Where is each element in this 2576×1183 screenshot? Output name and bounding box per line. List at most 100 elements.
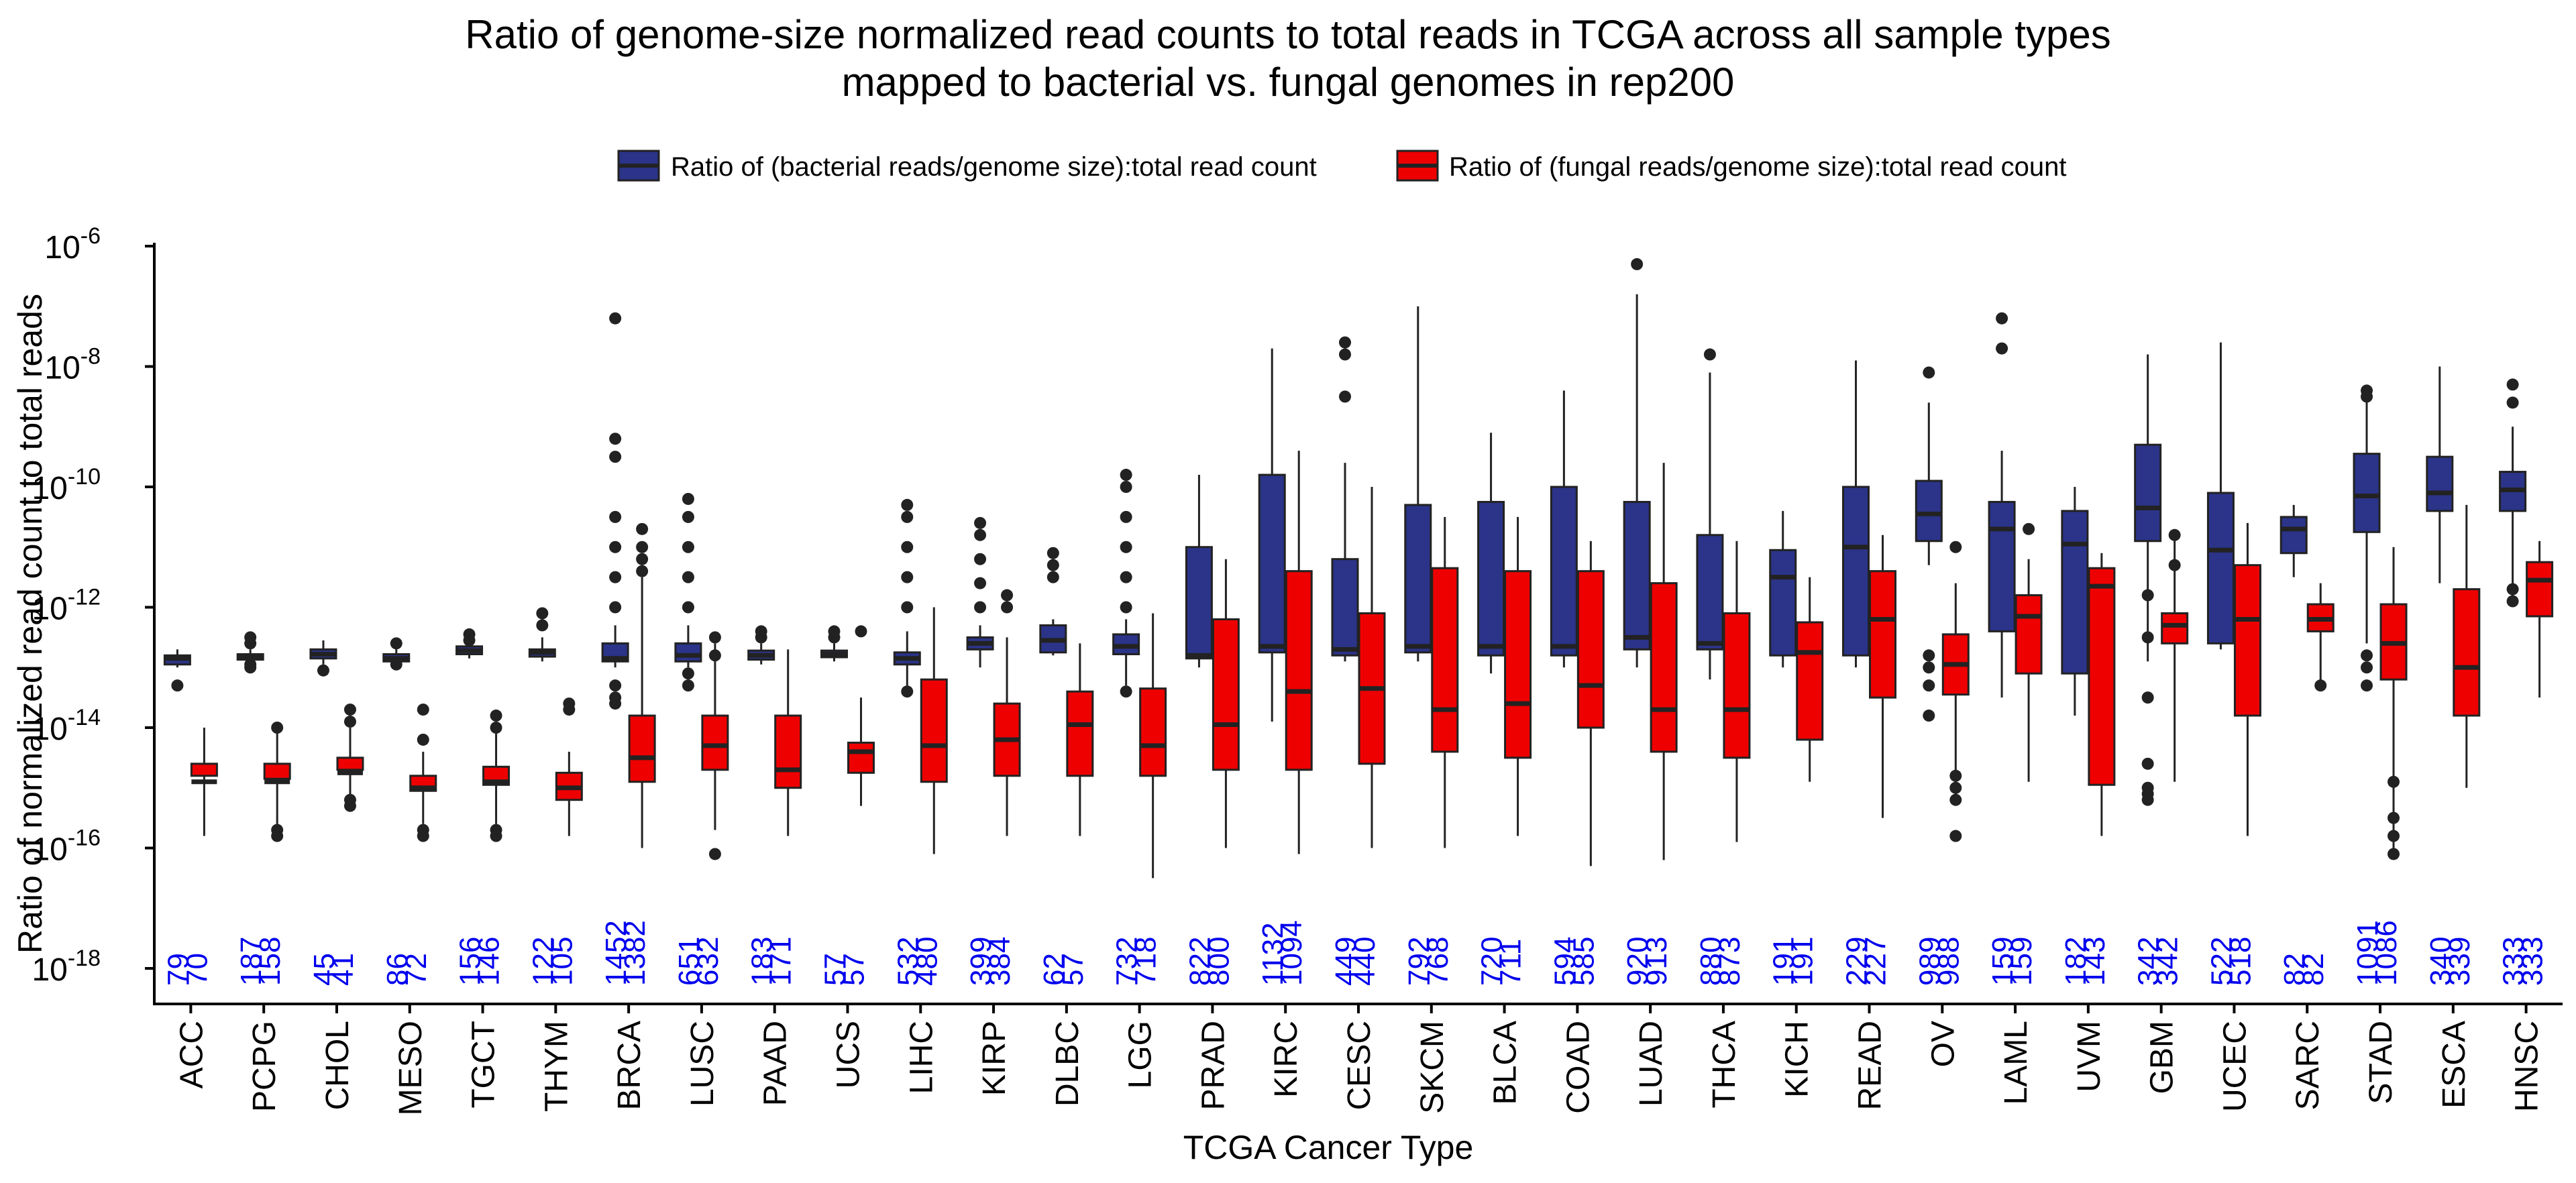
fun-outlier-chol [343,703,356,716]
fun-outlier-tgct [490,830,502,842]
bac-outlier-cesc [1339,390,1351,403]
bac-box-uvm [2061,510,2089,675]
y-tick-label: 10-14 [32,705,101,747]
x-tick-label-kirp: KIRP [977,1021,1012,1096]
bac-outlier-brca [609,571,622,583]
bac-box-ov [1915,480,1943,543]
bac-outlier-pcpg [244,661,257,674]
bac-outlier-stad [2361,649,2373,662]
count-label-fungal: 1382 [619,920,651,986]
bac-box-blca [1477,500,1505,657]
fun-outlier-stad [2387,830,2400,842]
bac-outlier-lusc [682,541,694,553]
fun-outlier-meso [417,703,429,716]
count-label-bacterial: 156 [454,937,487,986]
x-tick-label-meso: MESO [393,1021,429,1115]
count-label-bacterial: 183 [746,937,779,986]
bac-outlier-stad [2361,390,2373,403]
count-label-fungal: 518 [2224,937,2257,986]
x-tick-label-read: READ [1853,1021,1888,1110]
bac-outlier-hnsc [2506,378,2519,391]
x-tick-label-coad: COAD [1560,1021,1596,1114]
fun-box-thca [1723,612,1751,759]
fun-outlier-meso [417,733,429,746]
bac-outlier-ov [1923,710,1935,722]
fun-outlier-ov [1949,769,1962,782]
bac-outlier-brca [609,601,622,614]
count-label-bacterial: 880 [1695,937,1727,986]
fun-outlier-laml [2023,522,2035,535]
count-label-fungal: 480 [910,937,943,986]
bac-outlier-brca [609,433,622,445]
count-label-fungal: 105 [545,937,578,986]
bac-outlier-luad [1631,258,1644,270]
count-label-bacterial: 1091 [2351,920,2384,986]
y-tick-exponent: -10 [68,464,101,490]
fun-outlier-sarc [2314,679,2327,692]
bac-box-cesc [1331,558,1359,657]
fun-outlier-lusc [708,631,721,644]
x-tick-label-hnsc: HNSC [2510,1021,2545,1112]
fun-outlier-ov [1949,541,1962,553]
x-tick-label-prad: PRAD [1195,1021,1231,1110]
bac-box-skcm [1404,504,1432,654]
bac-outlier-tgct [463,634,476,646]
fun-outlier-chol [343,793,356,806]
bac-outlier-gbm [2141,631,2154,644]
bac-outlier-ov [1923,366,1935,379]
y-tick-exponent: -18 [68,946,101,971]
x-tick-label-sarc: SARC [2290,1021,2326,1110]
count-label-fungal: 171 [765,937,798,986]
fun-outlier-tgct [490,710,502,722]
count-label-fungal: 146 [473,937,506,986]
count-label-bacterial: 82 [2278,953,2311,986]
bac-outlier-brca [609,510,622,523]
fun-outlier-ov [1949,781,1962,794]
fun-outlier-brca [636,553,649,565]
bac-outlier-ov [1923,661,1935,674]
bac-outlier-brca [609,451,622,463]
fun-outlier-stad [2387,775,2400,788]
count-label-bacterial: 62 [1038,953,1071,986]
count-label-bacterial: 229 [1841,937,1874,986]
y-tick-label: 10-16 [32,826,101,868]
bac-outlier-lgg [1120,685,1132,698]
count-label-bacterial: 86 [381,953,414,986]
bac-outlier-laml [1996,342,2008,355]
x-tick-label-cesc: CESC [1342,1021,1377,1110]
count-label-bacterial: 522 [2205,937,2238,986]
bac-outlier-lusc [682,679,694,692]
fun-outlier-tgct [490,722,502,734]
count-label-fungal: 143 [2078,937,2111,986]
count-label-fungal: 384 [983,937,1016,986]
fun-box-skcm [1431,567,1459,753]
bac-outlier-brca [609,679,622,692]
x-tick-label-kich: KICH [1780,1021,1815,1098]
count-label-bacterial: 822 [1183,937,1216,986]
fun-box-lihc [920,678,948,783]
bac-outlier-laml [1996,312,2008,325]
count-label-bacterial: 989 [1913,937,1946,986]
bac-outlier-kirp [974,577,987,589]
bac-outlier-brca [609,697,622,710]
bac-box-sarc [2279,516,2308,555]
count-label-fungal: 873 [1713,937,1746,986]
fun-box-coad [1576,570,1605,729]
bac-outlier-kirp [974,528,987,541]
x-tick-label-skcm: SKCM [1415,1021,1450,1114]
fun-box-gbm [2161,612,2189,644]
count-label-fungal: 718 [1130,937,1163,986]
count-label-bacterial: 920 [1621,937,1654,986]
fun-box-prad [1212,618,1240,771]
count-label-bacterial: 651 [673,937,706,986]
x-tick-label-esca: ESCA [2436,1021,2472,1109]
y-tick-label: 10-6 [44,223,101,266]
bac-outlier-lgg [1120,481,1132,493]
legend: Ratio of (bacterial reads/genome size):t… [617,150,2067,182]
count-label-bacterial: 333 [2498,937,2530,986]
x-tick-label-chol: CHOL [320,1021,356,1110]
count-label-fungal: 339 [2443,937,2476,986]
bac-outlier-lgg [1120,510,1132,523]
x-tick-label-acc: ACC [174,1021,209,1088]
count-label-bacterial: 159 [1986,937,2019,986]
